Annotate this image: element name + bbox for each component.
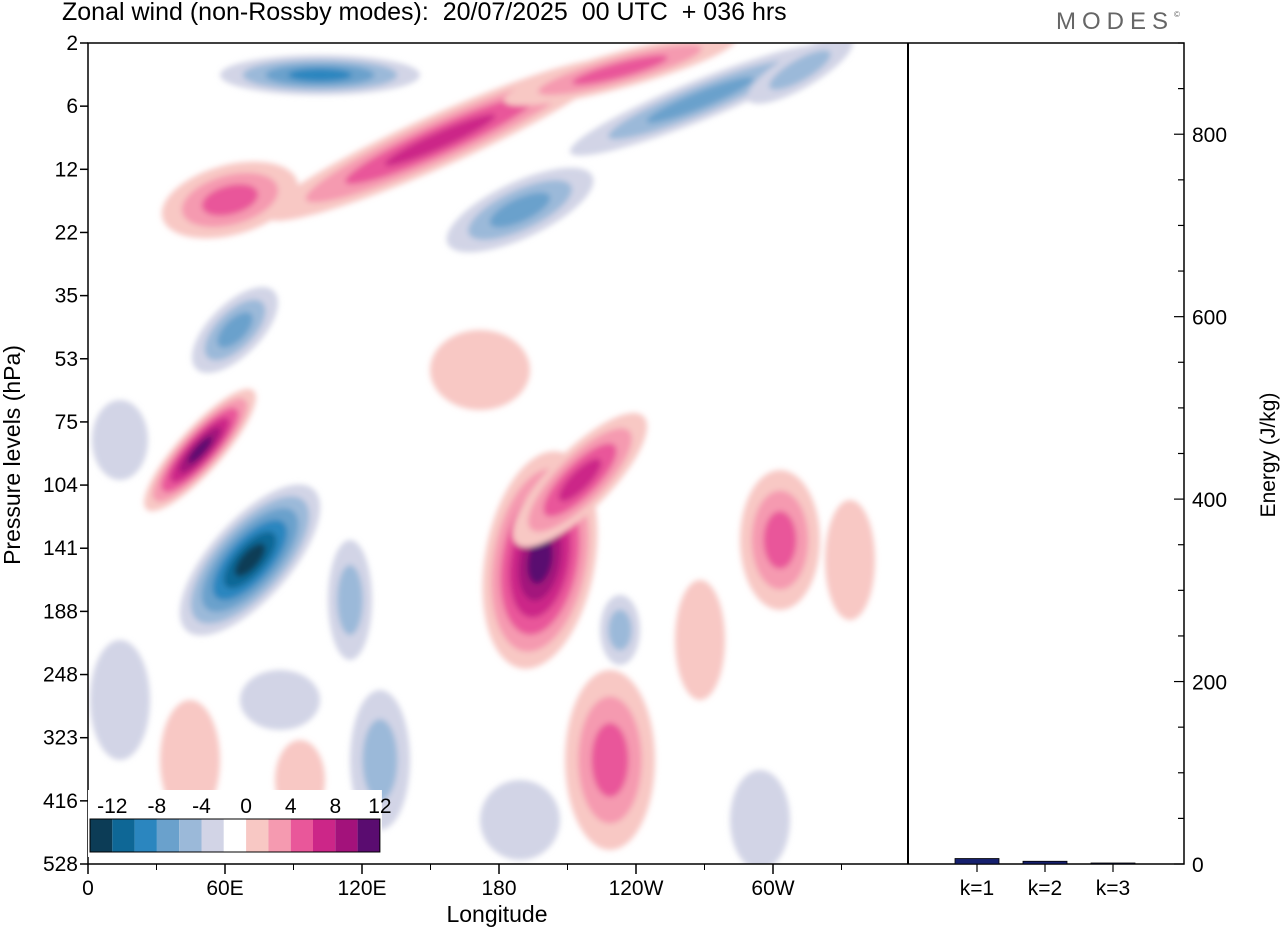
- colorbar-swatch: [134, 819, 157, 852]
- y-tick-label: 323: [43, 727, 78, 750]
- x-tick-label: 120W: [609, 877, 664, 900]
- colorbar-label: -4: [192, 795, 211, 818]
- colorbar-swatch: [290, 819, 313, 852]
- energy-bar: [1022, 860, 1068, 865]
- contour-blob-19-0: [240, 670, 320, 730]
- colorbar-frame: [89, 818, 381, 853]
- energy-tick-label: 400: [1192, 489, 1227, 512]
- contour-blob-4-3: [558, 458, 602, 502]
- y-tick-label: 53: [55, 348, 78, 371]
- colorbar-label: 8: [329, 795, 341, 818]
- y-tick-label: 75: [55, 411, 78, 434]
- x-tick-label: 120E: [337, 877, 386, 900]
- energy-bar: [954, 858, 1000, 865]
- colorbar-label: -8: [148, 795, 167, 818]
- y-tick-label: 22: [55, 221, 78, 244]
- contour-blob-11-2: [763, 511, 797, 569]
- y-tick-label: 188: [43, 600, 78, 623]
- contour-blob-7-2: [572, 55, 668, 85]
- colorbar-label: 12: [368, 795, 391, 818]
- y-tick-label: 104: [43, 474, 78, 497]
- wind-field: [90, 43, 875, 864]
- x-tick-label: 60E: [206, 877, 243, 900]
- energy-tick-label: 600: [1192, 307, 1227, 330]
- colorbar-swatch: [313, 819, 336, 852]
- colorbar-swatch: [112, 819, 135, 852]
- y-tick-label: 2: [66, 32, 78, 55]
- y-tick-label: 528: [43, 853, 78, 876]
- energy-bars: 0 200 400 600 800 k=1 k=2 k=3: [954, 42, 1227, 900]
- ticks: 0 60E 120E 180 120W 60W 2 6 12 22 35 53 75 104 141 188 2…: [43, 32, 842, 900]
- x-tick-label: 60W: [751, 877, 794, 900]
- contour-blob-23-0: [825, 500, 875, 620]
- colorbar-swatch: [268, 819, 291, 852]
- x-axis-label: Longitude: [446, 901, 547, 927]
- contour-blob-17-0: [430, 330, 530, 410]
- contour-blob-1-5: [187, 436, 213, 464]
- contour-blob-24-0: [92, 400, 148, 480]
- colorbar-swatch: [335, 819, 358, 852]
- contour-blob-22-0: [675, 580, 725, 700]
- contour-blob-3-5: [527, 536, 553, 584]
- contour-blob-8-2: [646, 77, 754, 123]
- colorbar-swatch: [246, 819, 269, 852]
- energy-axis-label: Energy (J/kg): [1257, 393, 1280, 518]
- logo-text: MODES: [1056, 8, 1175, 35]
- contour-blob-16-2: [201, 184, 259, 216]
- y-tick-label: 35: [55, 285, 78, 308]
- contour-blob-21-0: [730, 770, 790, 864]
- energy-tick-label: 200: [1192, 672, 1227, 695]
- contour-blob-5-3: [384, 114, 496, 166]
- bar-category-label: k=1: [960, 877, 994, 900]
- contour-blob-9-1: [769, 50, 831, 90]
- colorbar-label: 0: [240, 795, 252, 818]
- contour-blob-6-3: [288, 68, 352, 82]
- y-tick-label: 248: [43, 664, 78, 687]
- contour-blob-26-0: [480, 780, 560, 860]
- contour-blob-15-1: [608, 609, 632, 651]
- energy-bar: [1090, 862, 1136, 865]
- colorbar: -12 -8 -4 0 4 8 12: [88, 790, 392, 857]
- x-tick-label: 0: [82, 877, 94, 900]
- contour-blob-12-2: [591, 722, 629, 798]
- y-tick-label: 6: [66, 95, 78, 118]
- y-tick-label: 141: [43, 537, 78, 560]
- colorbar-label: -12: [97, 795, 127, 818]
- contour-blob-18-0: [90, 640, 150, 760]
- y-axis-label: Pressure levels (hPa): [0, 345, 25, 565]
- energy-tick-label: 800: [1192, 124, 1227, 147]
- contour-blob-14-1: [362, 719, 398, 801]
- colorbar-swatch: [90, 819, 113, 852]
- x-tick-label: 180: [481, 877, 516, 900]
- bar-category-label: k=2: [1028, 877, 1062, 900]
- logo-mark: ©: [1174, 10, 1180, 19]
- colorbar-label: 4: [285, 795, 297, 818]
- colorbar-swatch: [357, 819, 380, 852]
- contour-blob-10-2: [489, 192, 551, 228]
- bar-category-label: k=3: [1096, 877, 1130, 900]
- energy-tick-label: 0: [1192, 854, 1204, 877]
- contour-blob-0-5: [234, 543, 266, 577]
- modes-logo: MODES©: [1056, 8, 1180, 36]
- y-tick-label: 416: [43, 790, 78, 813]
- chart-title: Zonal wind (non-Rossby modes): 20/07/202…: [62, 0, 787, 26]
- contour-blob-2-2: [217, 312, 253, 348]
- colorbar-swatch: [156, 819, 180, 852]
- contour-blob-13-1: [337, 565, 363, 635]
- colorbar-swatch: [223, 819, 247, 852]
- colorbar-swatch: [179, 819, 202, 852]
- colorbar-swatch: [201, 819, 224, 852]
- y-tick-label: 12: [55, 158, 78, 181]
